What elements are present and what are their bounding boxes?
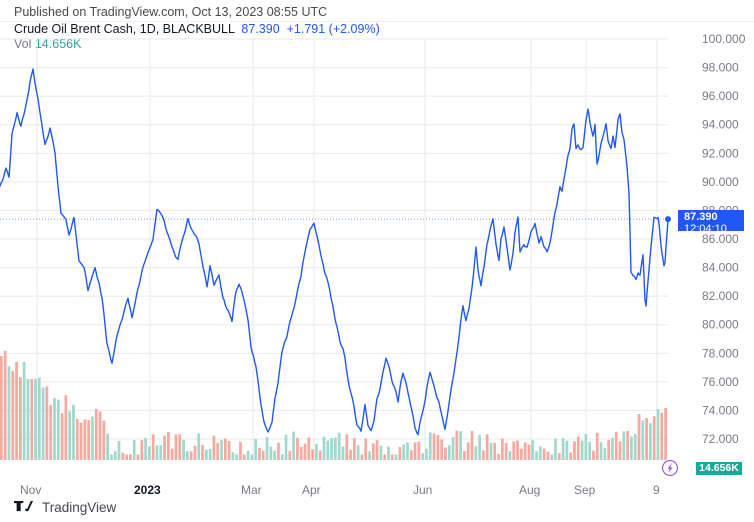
svg-text:84.000: 84.000 <box>702 261 739 275</box>
svg-text:96.000: 96.000 <box>702 89 739 103</box>
svg-text:74.000: 74.000 <box>702 403 739 417</box>
svg-text:80.000: 80.000 <box>702 318 739 332</box>
svg-text:72.000: 72.000 <box>702 432 739 446</box>
svg-text:92.000: 92.000 <box>702 146 739 160</box>
svg-text:98.000: 98.000 <box>702 61 739 75</box>
svg-text:78.000: 78.000 <box>702 346 739 360</box>
svg-text:100.000: 100.000 <box>702 32 746 46</box>
svg-text:94.000: 94.000 <box>702 118 739 132</box>
svg-text:76.000: 76.000 <box>702 375 739 389</box>
svg-text:82.000: 82.000 <box>702 289 739 303</box>
svg-text:90.000: 90.000 <box>702 175 739 189</box>
